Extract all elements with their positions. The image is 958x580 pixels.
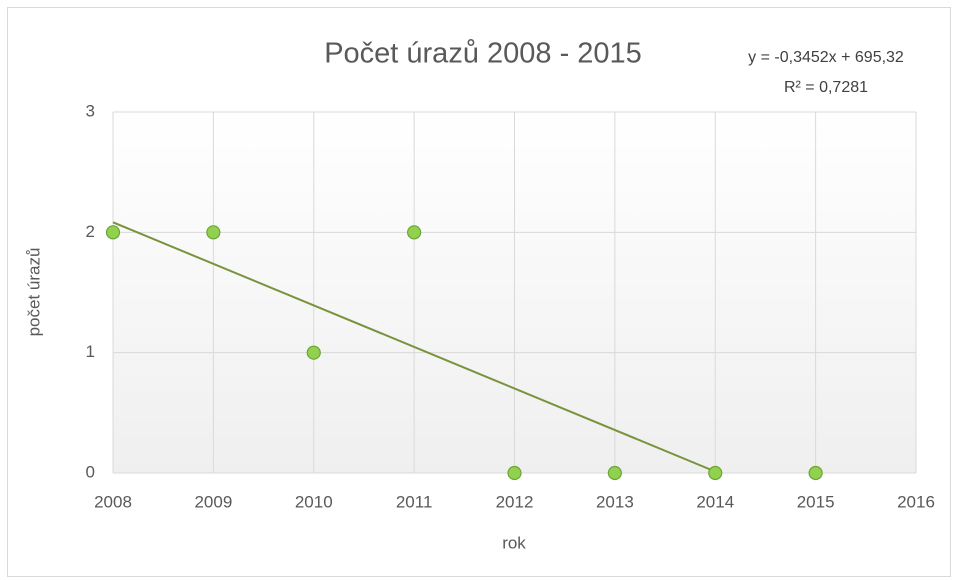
data-point — [105, 225, 121, 240]
x-tick-label: 2016 — [897, 492, 935, 511]
y-axis-label: počet úrazů — [24, 248, 43, 337]
data-point — [507, 465, 522, 481]
x-tick-label: 2014 — [696, 492, 734, 511]
x-tick-label: 2010 — [295, 492, 333, 511]
x-tick-label: 2009 — [194, 492, 232, 511]
trendline-equation: y = -0,3452x + 695,32 — [748, 49, 904, 66]
y-tick-label: 1 — [86, 342, 95, 361]
x-axis-label: rok — [502, 533, 526, 552]
data-point — [306, 345, 321, 360]
y-tick-label: 0 — [86, 462, 95, 481]
data-point — [407, 225, 422, 240]
trendline-r2: R² = 0,7281 — [784, 79, 868, 96]
data-point — [708, 465, 723, 481]
x-tick-label: 2011 — [396, 492, 433, 511]
x-tick-label: 2015 — [797, 492, 835, 511]
data-point — [607, 465, 622, 481]
y-tick-label: 3 — [86, 101, 95, 120]
x-tick-label: 2013 — [596, 492, 634, 511]
x-tick-label: 2012 — [496, 492, 534, 511]
data-point — [206, 225, 221, 240]
y-tick-label: 2 — [86, 222, 95, 241]
x-tick-label: 2008 — [94, 492, 132, 511]
data-point — [808, 465, 823, 481]
chart-title: Počet úrazů 2008 - 2015 — [324, 38, 642, 70]
trendline — [112, 221, 720, 474]
